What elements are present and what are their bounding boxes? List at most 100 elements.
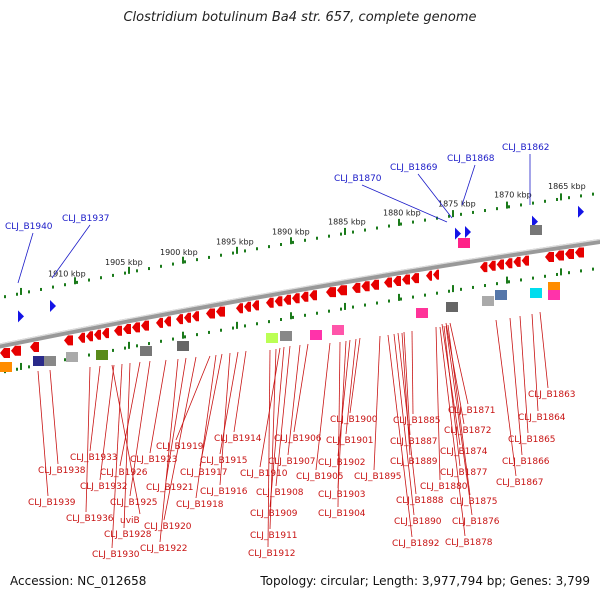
tick-mark [196, 258, 198, 262]
kbp-label: 1885 kbp [328, 218, 366, 227]
major-tick [506, 201, 508, 209]
leader-line [259, 347, 281, 468]
reverse-gene-label: CLJ_B1939 [28, 498, 76, 508]
feature-box [548, 282, 560, 292]
tick-mark [556, 272, 558, 276]
reverse-gene-arrow [94, 329, 101, 340]
feature-box [140, 346, 152, 356]
major-tick [398, 293, 400, 301]
reverse-gene-label: CLJ_B1900 [330, 415, 378, 425]
major-tick [506, 276, 508, 284]
reverse-gene-arrow [64, 335, 73, 346]
feature-box [33, 356, 45, 366]
tick-mark [304, 313, 306, 317]
leader-line [17, 232, 34, 284]
reverse-gene-arrow [393, 276, 401, 287]
tick-mark [28, 365, 30, 369]
tick-mark [472, 285, 474, 289]
reverse-gene-arrow [384, 277, 392, 288]
tick-mark [484, 209, 486, 213]
leader-line [267, 349, 271, 548]
feature-box [416, 308, 428, 318]
leader-line [509, 317, 523, 456]
leader-line [361, 184, 448, 223]
tick-mark [532, 201, 534, 205]
reverse-gene-labels: CLJ_B1863 CLJ_B1864 CLJ_B1865 CLJ_B1866 CLJ_… [28, 311, 576, 560]
leader-line [349, 337, 361, 414]
tick-mark [16, 292, 18, 296]
major-tick [452, 210, 454, 218]
reverse-gene-arrow [370, 279, 379, 290]
leader-line [461, 164, 476, 206]
tick-mark [544, 199, 546, 203]
leader-line [195, 354, 217, 499]
reverse-gene-arrow [402, 274, 410, 285]
tick-mark [100, 276, 102, 280]
forward-gene-label: CLJ_B1870 [334, 174, 382, 184]
tick-mark [268, 245, 270, 249]
tick-mark [508, 205, 510, 209]
reverse-gene-label: CLJ_B1925 [110, 498, 158, 508]
tick-mark [292, 240, 294, 244]
tick-mark [4, 295, 6, 299]
reverse-gene-arrow [78, 332, 85, 343]
leader-line [519, 315, 529, 434]
reverse-gene-label: CLJ_B1916 [200, 487, 248, 497]
reverse-gene-label: CLJ_B1874 [440, 447, 488, 457]
leader-line [129, 360, 151, 497]
reverse-gene-arrow [114, 325, 122, 336]
reverse-gene-track [0, 247, 584, 358]
reverse-gene-label: CLJ_B1912 [248, 549, 296, 559]
feature-box [332, 325, 344, 335]
major-tick [128, 266, 130, 274]
major-tick [452, 285, 454, 293]
tick-mark [496, 207, 498, 211]
tick-mark [304, 238, 306, 242]
reverse-gene-arrow [266, 297, 274, 308]
forward-gene-arrow [50, 299, 56, 312]
reverse-gene-label: CLJ_B1863 [528, 390, 576, 400]
leader-line [287, 344, 301, 456]
tick-mark [280, 318, 282, 322]
tick-mark [424, 293, 426, 297]
reverse-gene-label: CLJ_B1919 [156, 442, 204, 452]
kbp-label: 1880 kbp [383, 208, 421, 217]
feature-box [530, 225, 542, 235]
major-tick [20, 362, 22, 370]
reverse-gene-arrow [86, 331, 93, 342]
reverse-gene-arrow [192, 311, 199, 322]
feature-box [280, 331, 292, 341]
kbp-label: 1865 kbp [548, 182, 586, 191]
tick-mark [220, 253, 222, 257]
reverse-gene-arrow [236, 303, 243, 314]
tick-mark [160, 339, 162, 343]
reverse-gene-label: CLJ_B1914 [214, 434, 262, 444]
tick-mark [232, 326, 234, 330]
feature-box [495, 290, 507, 300]
leader-line [233, 350, 247, 433]
leader-line [219, 351, 239, 455]
leader-line [269, 348, 277, 530]
tick-mark [124, 346, 126, 350]
tick-mark [184, 260, 186, 264]
reverse-gene-arrow [480, 262, 488, 273]
reverse-gene-arrow [337, 285, 347, 296]
leader-line [315, 342, 331, 471]
kbp-scale: 1865 kbp 1870 kbp 1875 kbp 1880 kbp 1885 kbp… [48, 182, 586, 278]
leader-line [37, 370, 49, 497]
feature-box [458, 238, 470, 248]
leader-line [373, 335, 381, 471]
tick-mark [64, 283, 66, 287]
tick-mark [412, 220, 414, 224]
leader-line [345, 338, 357, 435]
feature-box [310, 330, 322, 340]
reverse-gene-arrow [252, 300, 259, 311]
leader-line [439, 326, 466, 537]
reverse-gene-label: CLJ_B1872 [444, 426, 492, 436]
reverse-gene-label: CLJ_B1890 [394, 517, 442, 527]
tick-mark [256, 247, 258, 251]
leader-line [445, 325, 473, 516]
tick-mark [148, 342, 150, 346]
leader-line [447, 324, 471, 496]
major-tick [560, 193, 562, 201]
